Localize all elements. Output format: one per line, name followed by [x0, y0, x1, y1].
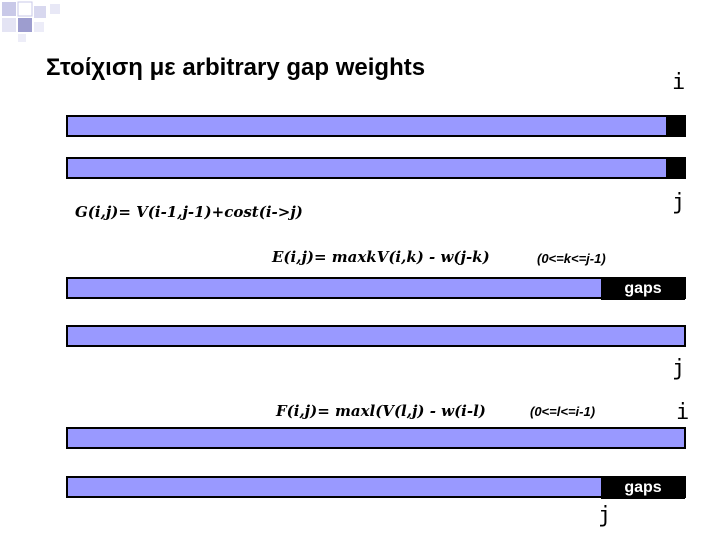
gaps-label-2: gaps [601, 477, 685, 499]
formula-e-range: (0<=k<=j-1) [537, 251, 606, 266]
sequence-bar-2-endcap [666, 159, 684, 177]
sequence-bar-4 [66, 325, 686, 347]
formula-f: F(i,j)= maxl(V(l,j) - w(i-l) [276, 402, 486, 420]
sequence-bar-6: gaps [66, 476, 686, 499]
label-j-bottom: j [598, 503, 612, 528]
sequence-bar-5 [66, 427, 686, 449]
formula-e: E(i,j)= maxkV(i,k) - w(j-k) [272, 248, 490, 266]
sequence-bar-3: gaps [66, 277, 686, 300]
label-i-bottom: i [676, 400, 690, 425]
decorative-squares [2, 1, 60, 42]
formula-f-range: (0<=l<=i-1) [530, 404, 596, 419]
formula-g: G(i,j)= V(i-1,j-1)+cost(i->j) [75, 203, 303, 221]
gaps-label-1: gaps [601, 278, 685, 300]
slide-title: Στοίχιση με arbitrary gap weights [46, 54, 426, 81]
sequence-bar-2 [66, 157, 686, 179]
label-i-top: i [672, 70, 686, 95]
sequence-bar-1 [66, 115, 686, 137]
label-j-mid: j [672, 356, 686, 381]
sequence-bar-1-endcap [666, 117, 684, 135]
label-j-top: j [672, 190, 686, 215]
